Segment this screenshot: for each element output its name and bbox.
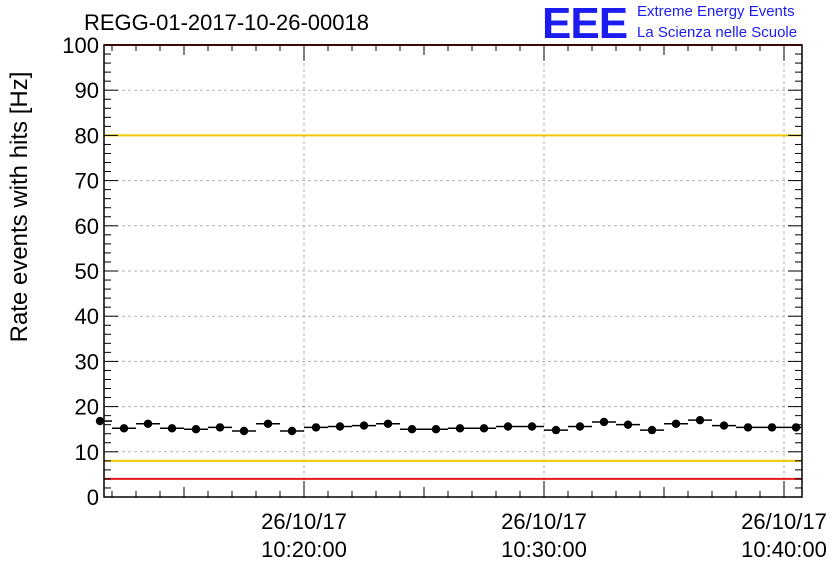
data-point xyxy=(719,421,729,430)
data-point xyxy=(503,422,513,431)
data-point xyxy=(143,419,153,428)
logo-line-1: Extreme Energy Events xyxy=(637,3,795,20)
data-point xyxy=(551,425,561,435)
data-point xyxy=(767,423,777,432)
data-point xyxy=(407,425,417,434)
run-title: REGG-01-2017-10-26-00018 xyxy=(84,10,369,35)
y-tick-label: 80 xyxy=(75,123,99,148)
data-point xyxy=(287,426,297,436)
data-point xyxy=(215,423,225,432)
data-point xyxy=(623,420,633,429)
y-tick-label: 40 xyxy=(75,304,99,329)
y-tick-label: 90 xyxy=(75,78,99,103)
data-point xyxy=(359,421,369,430)
y-tick-label: 20 xyxy=(75,395,99,420)
data-point xyxy=(311,423,321,432)
y-tick-label: 70 xyxy=(75,169,99,194)
data-point xyxy=(647,425,657,435)
y-tick-label: 60 xyxy=(75,214,99,239)
data-point xyxy=(95,416,105,426)
logo-line-2: La Scienza nelle Scuole xyxy=(637,24,798,41)
y-tick-label: 30 xyxy=(75,349,99,374)
data-point xyxy=(575,422,585,431)
x-tick-label-time: 10:40:00 xyxy=(741,537,827,562)
data-point xyxy=(671,419,681,428)
y-axis-label: Rate events with hits [Hz] xyxy=(6,71,33,343)
x-tick-label-date: 26/10/17 xyxy=(741,509,827,534)
data-point xyxy=(167,424,177,433)
eee-logo: EEE xyxy=(542,0,628,48)
y-tick-label: 50 xyxy=(75,259,99,284)
data-point xyxy=(743,423,753,432)
data-point xyxy=(119,424,129,433)
data-point xyxy=(599,417,609,427)
y-tick-label: 10 xyxy=(75,440,99,465)
data-point xyxy=(791,423,801,432)
data-point xyxy=(695,415,705,425)
data-point xyxy=(335,422,345,431)
data-point xyxy=(263,419,273,428)
x-tick-label-time: 10:20:00 xyxy=(261,537,347,562)
data-point xyxy=(191,425,201,434)
y-tick-label: 0 xyxy=(87,485,99,510)
x-tick-label-time: 10:30:00 xyxy=(501,537,587,562)
x-tick-label-date: 26/10/17 xyxy=(501,509,587,534)
y-tick-label: 100 xyxy=(62,33,99,58)
x-tick-label-date: 26/10/17 xyxy=(261,509,347,534)
data-point xyxy=(383,419,393,428)
data-point xyxy=(239,426,249,436)
data-point xyxy=(455,424,465,433)
data-point xyxy=(527,422,537,431)
data-point xyxy=(431,425,441,434)
data-point xyxy=(479,424,489,433)
